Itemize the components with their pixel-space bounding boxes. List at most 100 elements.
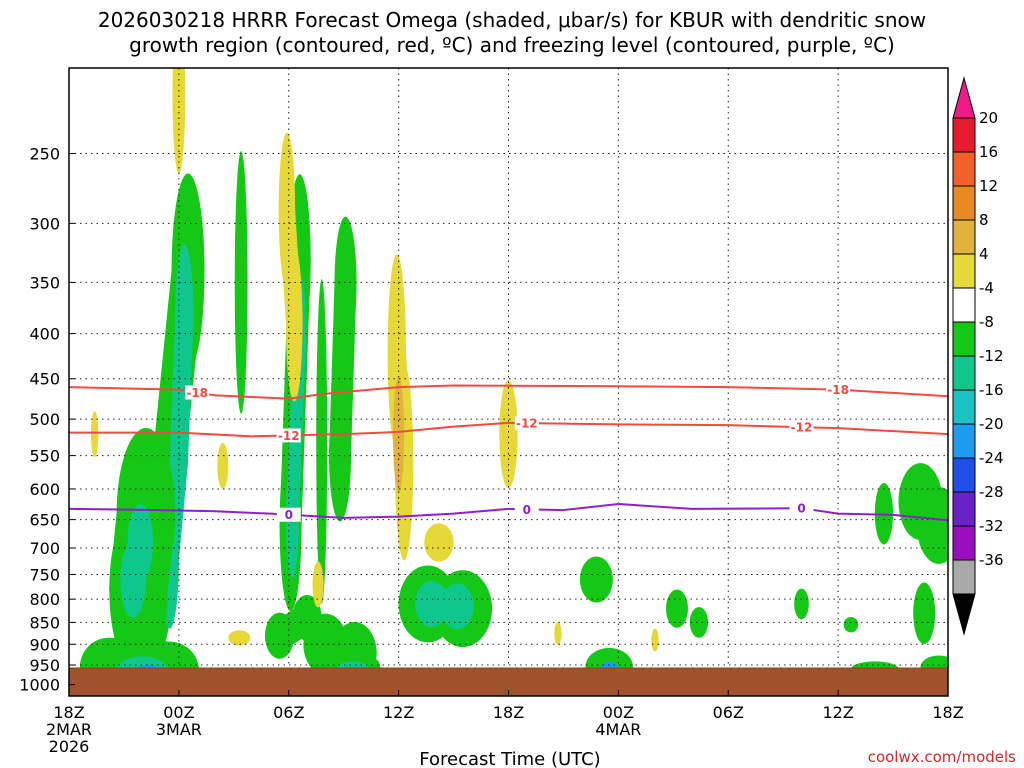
omega-positive-cell-0	[172, 68, 186, 174]
omega-positive-cell-8	[312, 561, 324, 608]
contour-label-bg--12-1	[514, 416, 539, 431]
x-tick-label-42-0: 12Z	[822, 703, 853, 722]
y-tick-label-750: 750	[29, 565, 60, 584]
colorbar-bottom-arrow	[952, 593, 976, 636]
omega-negative-cell-23	[913, 582, 936, 644]
colorbar-swatch-8	[952, 389, 976, 425]
y-tick-label-950: 950	[29, 656, 60, 675]
colorbar-swatch-6	[952, 321, 976, 357]
colorbar-swatch-3	[952, 219, 976, 255]
omega-negative-cell-cap-top-28	[264, 612, 295, 659]
y-tick-label-1000: 1000	[19, 676, 60, 695]
colorbar-label-4: 4	[979, 245, 989, 263]
y-tick-label-700: 700	[29, 539, 60, 558]
omega-negative-cell-7	[234, 151, 248, 414]
colorbar-label-13: -36	[979, 551, 1004, 569]
colorbar-label-12: -32	[979, 517, 1004, 535]
contour-line--12	[69, 421, 948, 438]
omega-positive-cell-10	[554, 622, 562, 646]
y-tick-label-300: 300	[29, 214, 60, 233]
omega-negative-cell-25	[689, 607, 709, 638]
omega-negative-cell-26	[794, 588, 809, 620]
chart-title-line-2: growth region (contoured, red, ºC) and f…	[129, 33, 895, 57]
colorbar-label-7: -12	[979, 347, 1004, 365]
x-tick-label-0-2: 2026	[49, 737, 90, 756]
colorbar-label-11: -28	[979, 483, 1004, 501]
contour-label-bg-0-2	[789, 501, 814, 516]
y-tick-label-500: 500	[29, 410, 60, 429]
x-tick-label-36-0: 06Z	[713, 703, 744, 722]
y-tick-label-650: 650	[29, 511, 60, 530]
colorbar-swatch-11	[952, 491, 976, 527]
omega-negative-cell-cap-top-6	[334, 216, 357, 349]
colorbar-swatch-2	[952, 185, 976, 221]
colorbar-swatch-10	[952, 457, 976, 493]
colorbar-label-8: -16	[979, 381, 1004, 399]
colorbar-label-9: -20	[979, 415, 1004, 433]
omega-negative-cell-24	[665, 589, 688, 628]
contour-label-bg--12-2	[789, 420, 814, 435]
temperature-contours: -18 -18 -12 -12 -12 0 0 0	[69, 382, 948, 522]
x-tick-label-48-0: 18Z	[932, 703, 963, 722]
omega-positive-cell-6	[90, 411, 99, 458]
omega-positive-cell-9	[228, 630, 251, 646]
colorbar: 20 16 12 8 4 -4 -8 -12 -16 -20 -24 -28 -32 -36	[952, 76, 1004, 636]
contour-label--12-2: -12	[791, 421, 813, 435]
omega-negative-cell-8	[316, 279, 328, 604]
colorbar-swatch-12	[952, 525, 976, 561]
omega-negative-cell-27	[843, 616, 859, 633]
y-tick-label-450: 450	[29, 370, 60, 389]
colorbar-swatch-9	[952, 423, 976, 459]
omega-negative-cell-cap-bottom-3	[120, 541, 146, 618]
x-tick-label-6-0: 00Z	[163, 703, 194, 722]
omega-positive-cell-11	[651, 628, 659, 652]
colorbar-label-0: 20	[979, 109, 998, 127]
colorbar-label-1: 16	[979, 143, 998, 161]
colorbar-label-2: 12	[979, 177, 998, 195]
contour-line-0	[69, 502, 948, 522]
y-tick-label-550: 550	[29, 447, 60, 466]
colorbar-swatch-5	[952, 287, 976, 323]
colorbar-label-3: 8	[979, 211, 989, 229]
omega-negative-cell-cap-top-10	[415, 580, 449, 627]
contour-label-0-2: 0	[797, 502, 805, 516]
contour-label--12-1: -12	[516, 417, 538, 431]
contour-label-bg--18-0	[185, 385, 210, 400]
x-tick-label-0-0: 18Z	[53, 703, 84, 722]
contour-label-0-1: 0	[523, 503, 531, 517]
colorbar-swatch-4	[952, 253, 976, 289]
contour-label-0-0: 0	[285, 508, 293, 522]
x-tick-label-18-0: 12Z	[383, 703, 414, 722]
y-tick-label-600: 600	[29, 480, 60, 499]
omega-positive-cell-3	[393, 376, 405, 493]
contour-label--12-0: -12	[278, 429, 300, 443]
y-tick-label-350: 350	[29, 273, 60, 292]
colorbar-top-arrow	[952, 76, 976, 119]
grid	[69, 68, 948, 696]
y-tick-label-250: 250	[29, 144, 60, 163]
colorbar-swatch-1	[952, 151, 976, 187]
x-axis-label: Forecast Time (UTC)	[419, 749, 600, 768]
omega-positive-cell-cap-top-1	[278, 132, 296, 289]
omega-negative-cell-20	[579, 556, 613, 603]
x-tick-label-6-1: 3MAR	[156, 720, 202, 739]
omega-negative-cell-cap-top-1	[175, 244, 194, 384]
omega-positive-cell-5	[424, 523, 454, 562]
title: 2026030218 HRRR Forecast Omega (shaded, …	[98, 8, 926, 57]
omega-negative-cell-cap-bottom-22	[916, 487, 948, 564]
contour-label-bg-0-1	[514, 502, 539, 517]
colorbar-swatch-0	[952, 117, 976, 153]
y-tick-label-850: 850	[29, 613, 60, 632]
y-tick-label-800: 800	[29, 590, 60, 609]
y-tick-label-400: 400	[29, 325, 60, 344]
omega-negative-cell-cap-bottom-6	[329, 389, 352, 522]
y-axis: 250 300 350 400 450 500 550 600 650 700 750 800 850 9…	[19, 144, 75, 695]
x-tick-label-0-1: 2MAR	[46, 720, 92, 739]
x-tick-label-24-0: 18Z	[493, 703, 524, 722]
contour-label--18-0: -18	[186, 386, 208, 400]
contour-label-bg--18-1	[826, 382, 851, 397]
omega-positive-cell-cap-bottom-1	[286, 246, 303, 402]
x-tick-label-12-0: 06Z	[273, 703, 304, 722]
